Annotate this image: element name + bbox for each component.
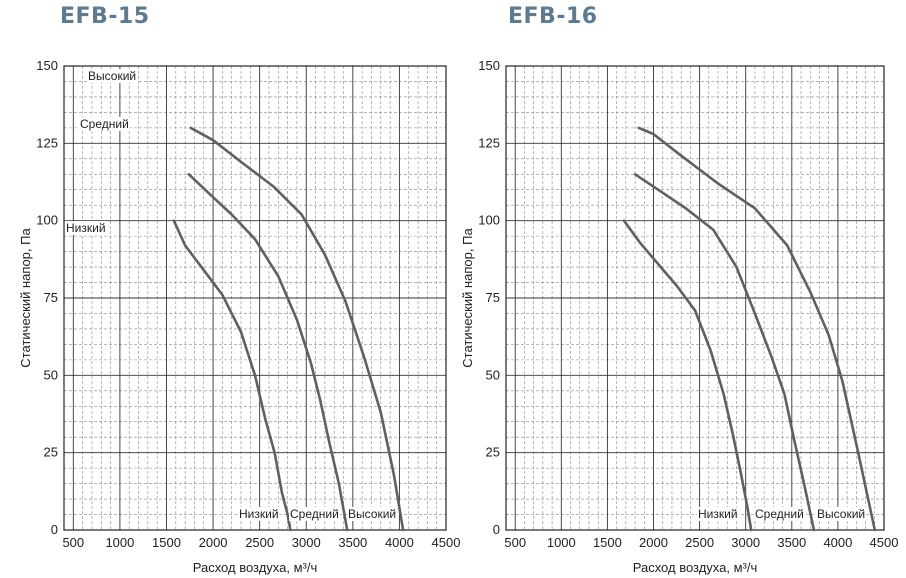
chart-2-x-axis-label: Расход воздуха, м³/ч (633, 560, 758, 575)
chart-1-curve-label: Средний (80, 117, 129, 131)
chart-1-y-tick-label: 75 (44, 290, 58, 305)
chart-2-series-line-3 (637, 126, 877, 532)
chart-1-x-tick-label: 1000 (105, 535, 134, 550)
chart-2-x-tick-label: 4500 (870, 535, 899, 550)
chart-1-x-tick-label: 3000 (292, 535, 321, 550)
chart-1-curve-label: Средний (290, 507, 339, 521)
chart-1-x-tick-label: 2500 (245, 535, 274, 550)
chart-2-plot-frame (505, 65, 885, 531)
chart-1-y-tick-label: 100 (36, 213, 58, 228)
chart-1-curve-label: Низкий (239, 507, 279, 521)
chart-2-y-tick-label: 25 (486, 445, 500, 460)
chart-2-y-tick-label: 150 (478, 58, 500, 73)
chart-2-x-tick-label: 500 (504, 535, 526, 550)
chart-2-series-line-1 (622, 219, 753, 532)
chart-2-x-tick-label: 4000 (823, 535, 852, 550)
chart-1-plot-frame (63, 65, 447, 531)
chart-title-efb-16: EFB-16 (508, 4, 598, 29)
chart-1-curve-label-bg (347, 507, 398, 521)
chart-1-series-line-3 (189, 126, 405, 532)
chart-1-curve-label-bg (289, 507, 340, 521)
chart-1-curve-label: Низкий (66, 221, 106, 235)
chart-2-series-line-2 (633, 173, 816, 532)
chart-2-y-tick-label: 50 (486, 367, 500, 382)
chart-1-x-tick-label: 4000 (385, 535, 414, 550)
chart-1-x-tick-label: 500 (62, 535, 84, 550)
chart-1-x-axis-label: Расход воздуха, м³/ч (193, 560, 318, 575)
chart-2-y-tick-label: 100 (478, 213, 500, 228)
chart-2-y-tick-label: 125 (478, 135, 500, 150)
chart-2-x-tick-label: 1000 (547, 535, 576, 550)
chart-2-curve-label-bg (754, 507, 805, 521)
chart-2-curve-label-bg (697, 507, 739, 521)
chart-1-y-tick-label: 0 (51, 522, 58, 537)
chart-1-curve-label: Высокий (348, 507, 396, 521)
chart-1-x-tick-label: 4500 (432, 535, 461, 550)
chart-2-y-tick-label: 75 (486, 290, 500, 305)
chart-1-curve-label-bg (87, 69, 138, 83)
chart-1-curve-label-bg (238, 507, 280, 521)
chart-2-x-tick-label: 2500 (685, 535, 714, 550)
chart-2-curve-label-bg (816, 507, 867, 521)
chart-1-x-tick-label: 3500 (338, 535, 367, 550)
chart-1-y-axis-label: Статический напор, Па (18, 228, 33, 368)
chart-2-y-tick-label: 0 (493, 522, 500, 537)
chart-1-curve-label-bg (79, 117, 130, 131)
chart-1-y-tick-label: 150 (36, 58, 58, 73)
chart-1-curve-label: Высокий (88, 69, 136, 83)
chart-1-y-tick-label: 125 (36, 135, 58, 150)
chart-1-y-tick-label: 50 (44, 367, 58, 382)
chart-1-x-tick-label: 1500 (152, 535, 181, 550)
chart-1-series-line-1 (172, 219, 292, 532)
chart-2-curve-label: Низкий (698, 507, 738, 521)
chart-1-y-tick-label: 25 (44, 445, 58, 460)
chart-1-series-line-2 (187, 173, 349, 532)
chart-2-y-axis-label: Статический напор, Па (460, 228, 475, 368)
chart-2-curve-label: Высокий (817, 507, 865, 521)
chart-1-x-tick-label: 2000 (199, 535, 228, 550)
chart-title-efb-15: EFB-15 (60, 4, 150, 29)
chart-1-curve-label-bg (65, 221, 107, 235)
chart-2-curve-label: Средний (755, 507, 804, 521)
chart-2-x-tick-label: 3000 (731, 535, 760, 550)
chart-2-x-tick-label: 2000 (639, 535, 668, 550)
chart-2-x-tick-label: 3500 (777, 535, 806, 550)
chart-2-x-tick-label: 1500 (593, 535, 622, 550)
